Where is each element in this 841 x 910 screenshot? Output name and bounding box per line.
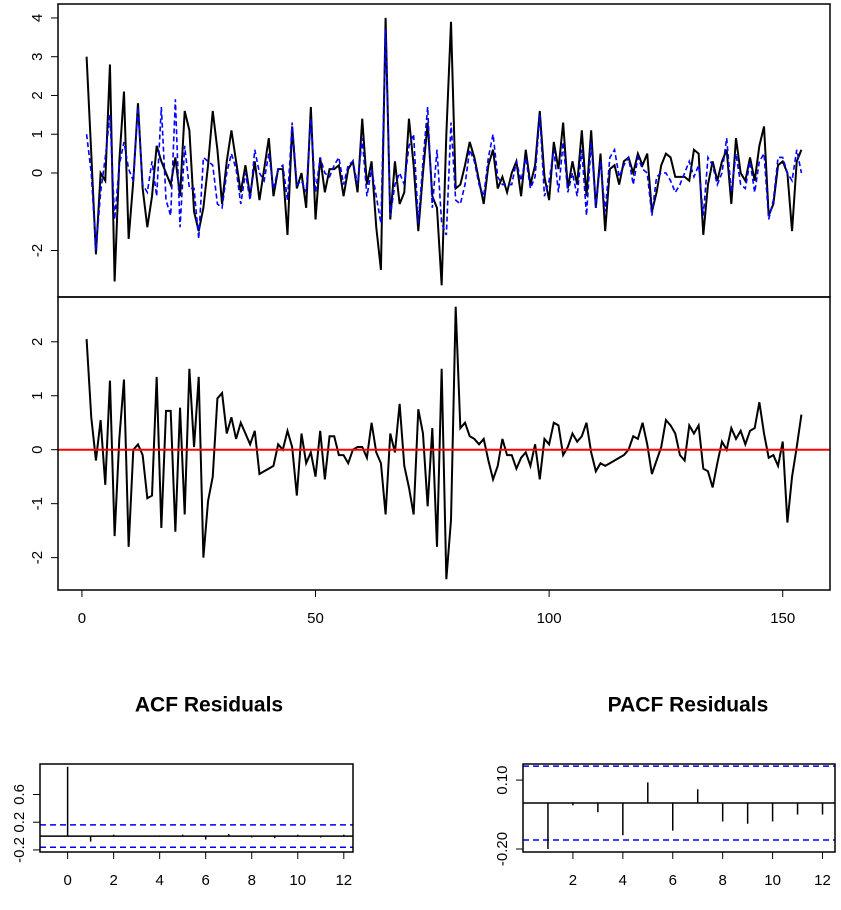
y-tick-label: -0.2 bbox=[11, 837, 28, 863]
x-tick-label: 6 bbox=[202, 872, 210, 889]
series-line bbox=[85, 17, 803, 286]
x-tick-label: 10 bbox=[289, 872, 306, 889]
y-tick-label: 0.6 bbox=[11, 784, 28, 805]
y-tick-label: -2 bbox=[29, 244, 46, 257]
y-tick-label: -1 bbox=[29, 497, 46, 510]
plot-frame bbox=[39, 763, 354, 853]
panel-title: PACF Residuals bbox=[608, 694, 769, 717]
y-tick-label: 0 bbox=[29, 446, 46, 454]
y-tick-label: 0.10 bbox=[494, 765, 511, 794]
panel-title: ACF Residuals bbox=[135, 694, 283, 717]
plot-frame bbox=[57, 296, 831, 591]
x-tick-label: 0 bbox=[63, 872, 71, 889]
y-tick-label: 1 bbox=[29, 392, 46, 400]
x-tick-label: 150 bbox=[770, 610, 795, 627]
x-tick-label: 4 bbox=[156, 872, 164, 889]
x-tick-label: 12 bbox=[335, 872, 352, 889]
x-tick-label: 8 bbox=[719, 872, 727, 889]
x-tick-label: 2 bbox=[569, 872, 577, 889]
y-tick-label: 1 bbox=[29, 130, 46, 138]
y-tick-label: 0 bbox=[29, 169, 46, 177]
x-tick-label: 50 bbox=[307, 610, 324, 627]
plot-frame bbox=[522, 763, 836, 853]
y-tick-label: 0.2 bbox=[11, 812, 28, 833]
x-tick-label: 4 bbox=[619, 872, 627, 889]
x-tick-label: 10 bbox=[764, 872, 781, 889]
series-line bbox=[85, 306, 803, 580]
y-tick-label: 2 bbox=[29, 91, 46, 99]
plot-frame bbox=[57, 3, 831, 298]
series-line bbox=[85, 29, 803, 251]
y-tick-label: 3 bbox=[29, 53, 46, 61]
y-tick-label: -0.20 bbox=[494, 832, 511, 866]
y-tick-label: 2 bbox=[29, 338, 46, 346]
y-tick-label: -2 bbox=[29, 551, 46, 564]
x-tick-label: 12 bbox=[814, 872, 831, 889]
x-tick-label: 0 bbox=[78, 610, 86, 627]
x-tick-label: 100 bbox=[537, 610, 562, 627]
x-tick-label: 8 bbox=[248, 872, 256, 889]
y-tick-label: 4 bbox=[29, 14, 46, 22]
x-tick-label: 2 bbox=[109, 872, 117, 889]
x-tick-label: 6 bbox=[669, 872, 677, 889]
